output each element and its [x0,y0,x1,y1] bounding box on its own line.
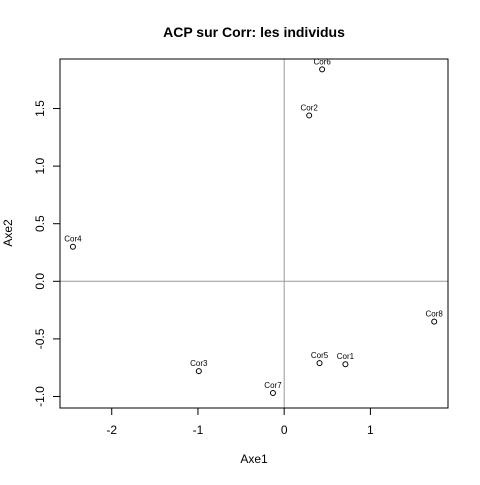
data-point-cor8 [431,318,438,325]
x-tick-label: 1 [367,423,374,437]
plot-frame [59,58,449,409]
data-point-cor3 [195,368,202,375]
data-point-cor5 [316,360,323,367]
y-tick-label: -1.0 [33,386,47,407]
chart-title: ACP sur Corr: les individus [163,24,345,40]
y-tick-label: 0.5 [33,215,47,232]
x-tick-label: 0 [281,423,288,437]
data-point-cor7 [269,390,276,397]
data-point-cor4 [69,243,76,250]
y-tick-label: 0.0 [33,273,47,290]
point-label-cor7: Cor7 [264,381,282,390]
point-label-cor2: Cor2 [301,103,319,112]
y-axis-title: Axe2 [1,219,15,247]
point-label-cor1: Cor1 [337,352,355,361]
point-label-cor3: Cor3 [190,359,208,368]
point-label-cor8: Cor8 [426,310,444,319]
point-label-cor4: Cor4 [64,235,82,244]
y-tick-label: -0.5 [33,328,47,349]
data-point-cor6 [319,66,326,73]
x-axis-title: Axe1 [240,452,268,466]
data-point-cor2 [306,112,313,119]
point-label-cor5: Cor5 [311,351,329,360]
y-tick-label: 1.5 [33,100,47,117]
point-label-cor6: Cor6 [313,57,331,66]
y-tick-label: 1.0 [33,157,47,174]
x-tick-label: -1 [193,423,204,437]
x-tick-label: -2 [106,423,117,437]
data-point-cor1 [342,361,349,368]
